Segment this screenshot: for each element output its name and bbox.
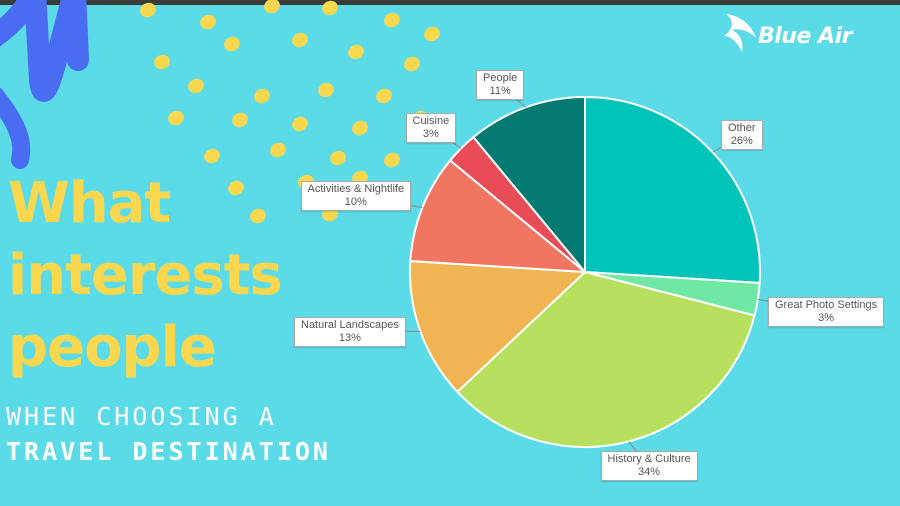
- brand-name: Blue Air: [758, 24, 852, 49]
- headline: What interests people: [8, 168, 283, 384]
- yellow-dot: [204, 148, 220, 164]
- yellow-dot: [292, 116, 308, 132]
- slice-label: Natural Landscapes 13%: [294, 317, 406, 347]
- slice-label: Cuisine 3%: [405, 113, 457, 143]
- brand-logo: Blue Air: [722, 8, 892, 58]
- headline-line: interests: [8, 243, 283, 308]
- pie-slice: [409, 259, 588, 394]
- slice-label-value: 3%: [818, 312, 835, 324]
- yellow-dot: [232, 112, 248, 128]
- yellow-dot: [348, 44, 364, 60]
- yellow-dot: [404, 56, 420, 72]
- slice-label: History & Culture 34%: [600, 451, 698, 481]
- top-bar: [0, 0, 900, 5]
- yellow-dot: [424, 26, 440, 42]
- yellow-dot: [140, 2, 156, 18]
- yellow-dot: [250, 208, 266, 224]
- slice-label-value: 34%: [638, 466, 661, 478]
- subtitle-line-2: TRAVEL DESTINATION: [6, 437, 331, 466]
- slice-label-name: Natural Landscapes: [301, 319, 399, 331]
- yellow-dot: [264, 0, 280, 14]
- yellow-dot: [154, 54, 170, 70]
- slice-label: People 11%: [476, 70, 525, 100]
- slice-label-name: Activities & Nightlife: [307, 183, 405, 195]
- yellow-dot: [318, 82, 334, 98]
- blue-scribble-lower: [0, 87, 31, 169]
- slice-label: Great Photo Settings 3%: [768, 297, 885, 327]
- slice-label-name: Cuisine: [412, 115, 450, 127]
- yellow-dot: [384, 152, 400, 168]
- slice-label-name: Other: [728, 122, 756, 134]
- slice-label-value: 26%: [730, 135, 753, 147]
- slice-label-value: 10%: [344, 196, 367, 208]
- slice-label-value: 13%: [338, 332, 361, 344]
- headline-line: people: [8, 315, 217, 380]
- yellow-dot: [376, 88, 392, 104]
- slice-label-name: People: [483, 72, 518, 84]
- slice-label-name: Great Photo Settings: [775, 299, 878, 311]
- slice-label-value: 11%: [489, 85, 511, 97]
- slice-label-name: History & Culture: [607, 453, 691, 465]
- yellow-dot: [384, 12, 400, 28]
- slice-label-value: 3%: [422, 128, 439, 140]
- yellow-dot: [188, 78, 204, 94]
- yellow-dot: [352, 120, 368, 136]
- yellow-dot: [200, 14, 216, 30]
- bird-icon: [724, 14, 756, 52]
- headline-line: What: [8, 171, 171, 236]
- subtitle-line-1: WHEN CHOOSING A: [6, 402, 277, 431]
- yellow-dot: [168, 110, 184, 126]
- pie-slice: [472, 95, 586, 275]
- yellow-dot: [228, 180, 244, 196]
- yellow-dot: [292, 32, 308, 48]
- slice-label: Other 26%: [721, 120, 763, 150]
- yellow-dot: [330, 150, 346, 166]
- slice-label: Activities & Nightlife 10%: [300, 181, 412, 211]
- blue-scribble: [0, 0, 89, 102]
- yellow-dot: [270, 142, 286, 158]
- yellow-dot: [224, 36, 240, 52]
- yellow-dot: [254, 88, 270, 104]
- yellow-dot: [322, 0, 338, 16]
